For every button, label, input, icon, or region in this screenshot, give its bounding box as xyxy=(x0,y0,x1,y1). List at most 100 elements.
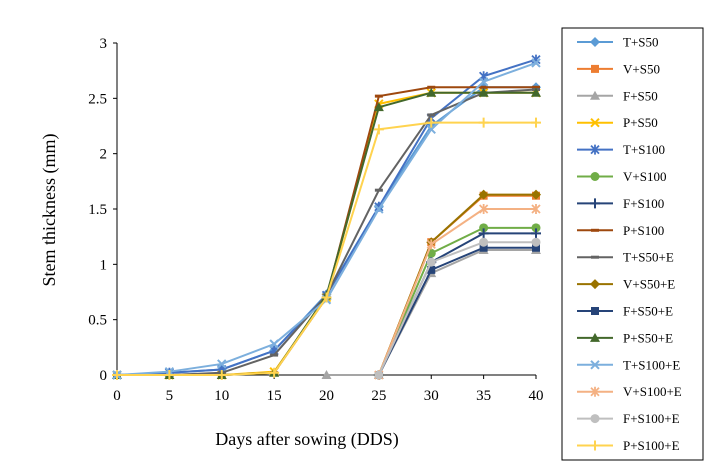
data-point xyxy=(531,87,541,97)
legend-item: T+S50 xyxy=(577,35,659,50)
data-point xyxy=(373,124,384,135)
legend-item: F+S50 xyxy=(577,88,658,103)
series-line xyxy=(116,58,537,376)
legend-item: T+S100+E xyxy=(577,357,680,372)
legend-marker xyxy=(590,279,600,290)
data-point xyxy=(531,228,541,239)
legend-marker xyxy=(591,307,599,315)
legend-marker xyxy=(590,144,600,155)
legend-marker xyxy=(590,440,600,451)
legend-label: P+S100+E xyxy=(623,438,680,453)
data-point xyxy=(374,370,384,380)
y-tick-label: 1.5 xyxy=(88,202,107,218)
series-line xyxy=(117,121,536,376)
data-point xyxy=(478,117,489,128)
x-tick-label: 10 xyxy=(214,388,229,404)
legend-label: F+S100+E xyxy=(623,411,680,426)
data-point xyxy=(216,370,227,380)
legend-item: V+S50+E xyxy=(577,277,675,292)
data-point xyxy=(269,367,280,378)
legend-label: T+S100+E xyxy=(623,357,680,372)
data-point xyxy=(531,117,541,128)
legend-marker xyxy=(590,386,600,397)
series-group xyxy=(112,54,541,380)
legend-label: V+S50 xyxy=(623,61,660,76)
data-point xyxy=(478,77,489,87)
series-v-s100-e xyxy=(374,204,541,380)
data-point xyxy=(374,204,384,214)
data-point xyxy=(112,370,122,380)
legend-label: V+S50+E xyxy=(623,277,675,292)
data-point xyxy=(531,58,541,68)
series-line xyxy=(116,86,536,376)
y-tick-label: 2 xyxy=(100,147,108,163)
legend-item: V+S100 xyxy=(577,169,666,184)
legend-marker xyxy=(590,198,600,209)
legend-marker xyxy=(590,117,600,128)
x-tick-label: 0 xyxy=(113,388,121,404)
legend-marker xyxy=(590,90,600,100)
legend-label: T+S100 xyxy=(623,142,665,157)
x-tick-label: 25 xyxy=(371,388,386,404)
series-line xyxy=(377,246,536,376)
legend-item: P+S50 xyxy=(577,115,658,130)
legend-item: P+S100+E xyxy=(577,438,680,453)
data-point xyxy=(531,204,541,214)
series-line xyxy=(117,86,536,376)
legend-label: T+S50 xyxy=(623,35,659,50)
x-tick-label: 5 xyxy=(166,388,174,404)
legend-item: F+S50+E xyxy=(577,304,673,319)
x-axis-title: Days after sowing (DDS) xyxy=(215,429,398,450)
data-point xyxy=(269,339,279,349)
series-p-s100-e xyxy=(112,117,541,380)
legend-label: V+S100+E xyxy=(623,384,682,399)
legend-item: T+S50+E xyxy=(577,250,674,265)
x-tick-label: 15 xyxy=(267,388,282,404)
data-point xyxy=(164,370,175,380)
legend-box xyxy=(561,27,704,461)
x-tick-label: 20 xyxy=(319,388,334,404)
series-t-s100 xyxy=(112,54,541,380)
series-v-s50-e xyxy=(373,189,541,380)
series-line xyxy=(377,232,536,376)
x-tick-label: 30 xyxy=(424,388,439,404)
legend-item: V+S50 xyxy=(577,61,660,76)
legend-label: P+S50+E xyxy=(623,330,673,345)
legend-marker xyxy=(590,332,600,342)
legend-item: T+S100 xyxy=(577,142,665,157)
data-point xyxy=(479,223,489,233)
series-f-s50-e xyxy=(374,243,540,379)
legend-label: F+S100 xyxy=(623,196,664,211)
series-line xyxy=(377,193,536,376)
y-axis-title: Stem thickness (mm) xyxy=(39,134,60,287)
series-line xyxy=(377,226,536,376)
data-point xyxy=(426,87,437,97)
data-point xyxy=(478,204,489,214)
series-f-s100-e xyxy=(374,237,541,380)
data-point xyxy=(427,265,436,274)
series-line xyxy=(377,241,536,376)
legend-marker xyxy=(590,37,600,47)
legend-item: F+S100 xyxy=(577,196,664,211)
series-v-s50 xyxy=(374,191,540,379)
legend-label: V+S100 xyxy=(623,169,666,184)
legend-marker xyxy=(590,172,600,181)
x-tick-label: 40 xyxy=(529,388,544,404)
y-tick-label: 0.5 xyxy=(88,313,107,329)
data-point xyxy=(479,243,488,252)
y-tick-label: 3 xyxy=(100,36,108,52)
legend-marker xyxy=(591,64,599,73)
series-t-s100-e xyxy=(112,58,541,380)
data-point xyxy=(478,189,489,200)
legend: T+S50 V+S50 F+S50 P+S50 T+S100 V+S100 F+S100 P+… xyxy=(561,27,704,461)
axes: 00.511.522.530 5 10 15 20 25 30 35 40 xyxy=(88,36,543,404)
data-point xyxy=(532,243,540,252)
y-tick-label: 0 xyxy=(100,368,108,384)
legend-label: F+S50+E xyxy=(623,304,673,319)
data-point xyxy=(426,124,436,135)
y-tick-label: 1 xyxy=(100,257,108,273)
data-point xyxy=(478,87,489,97)
legend-marker xyxy=(590,414,600,424)
